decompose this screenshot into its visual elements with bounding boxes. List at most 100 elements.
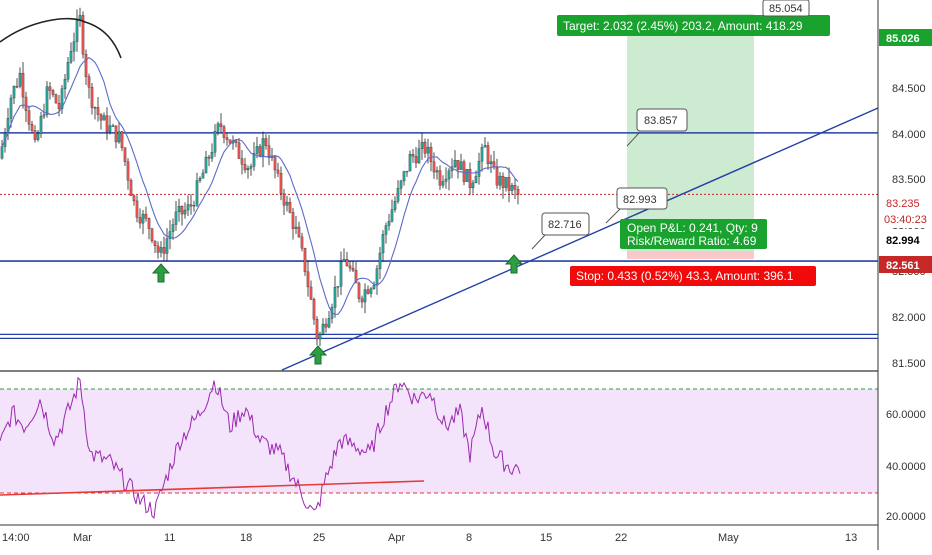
target-price-tag <box>879 29 932 46</box>
candle-body <box>186 204 190 211</box>
candle-body <box>312 299 316 320</box>
trade-target-callout[interactable]: 85.054 <box>762 0 810 17</box>
up-arrow-icon <box>504 254 524 274</box>
target-price-tag-text: 85.026 <box>886 33 920 45</box>
candle-body <box>111 125 115 127</box>
candle-body <box>423 141 427 154</box>
candle-body <box>366 289 370 294</box>
hand-drawn-arc[interactable] <box>0 17 122 59</box>
candle-body <box>288 201 292 213</box>
candle-body <box>30 124 34 131</box>
candle-body <box>402 171 406 182</box>
trade-stop-label[interactable]: Stop: 0.433 (0.52%) 43.3, Amount: 396.1 <box>570 266 816 286</box>
callout-text: 82.993 <box>623 194 657 206</box>
candle-body <box>240 158 244 165</box>
time-label: 18 <box>240 532 252 544</box>
rsi-axis[interactable]: 60.0000 40.0000 20.0000 <box>886 409 926 523</box>
trade-pnl-label[interactable]: Open P&L: 0.241, Qty: 9 Risk/Reward Rati… <box>620 219 767 249</box>
candle-body <box>180 206 184 215</box>
candle-body <box>63 79 67 89</box>
candle-body <box>162 247 166 254</box>
candle-body <box>195 180 199 206</box>
candle-body <box>228 139 232 144</box>
candle-body <box>81 15 85 55</box>
levels-layer <box>0 107 879 371</box>
candle-body <box>483 145 487 148</box>
up-arrow-marker[interactable] <box>308 345 328 365</box>
candle-body <box>507 177 511 191</box>
candle-body <box>252 153 256 167</box>
ma-layer <box>1 57 519 315</box>
candle-body <box>504 177 508 188</box>
time-label: 11 <box>164 532 175 544</box>
candle-body <box>339 261 343 287</box>
up-arrow-marker[interactable] <box>151 263 171 283</box>
candle-body <box>123 147 127 162</box>
candle-body <box>75 20 79 42</box>
time-label: 8 <box>466 532 472 544</box>
candle-body <box>18 72 22 87</box>
candle-body <box>201 172 205 179</box>
time-axis[interactable]: 14:00 Mar 11 18 25 Apr 8 15 22 May 13 <box>2 532 857 544</box>
rsi-tick: 60.0000 <box>886 409 926 421</box>
candle-body <box>15 86 19 88</box>
candle-body <box>237 142 241 159</box>
rsi-line <box>0 376 521 519</box>
candle-body <box>489 161 493 165</box>
candle-body <box>384 225 388 235</box>
callout-82716[interactable]: 82.716 <box>531 212 590 250</box>
candle-body <box>138 217 142 224</box>
candle-body <box>33 130 37 140</box>
price-tick: 84.500 <box>892 83 926 95</box>
pnl-label-line2: Risk/Reward Ratio: 4.69 <box>627 234 757 248</box>
candle-body <box>441 181 445 186</box>
callout-82993[interactable]: 82.993 <box>605 187 668 224</box>
callout-box <box>616 187 668 210</box>
candle-body <box>291 212 295 229</box>
callout-83857[interactable]: 83.857 <box>626 108 688 147</box>
candle-body <box>486 145 490 165</box>
rsi-layer <box>0 376 878 519</box>
candle-body <box>156 245 160 253</box>
candle-body <box>72 41 76 52</box>
price-axis[interactable]: 84.500 84.000 83.500 83.000 82.500 82.00… <box>892 83 926 370</box>
candle-body <box>66 62 70 80</box>
candle-body <box>294 226 298 229</box>
callout-text: 83.857 <box>644 115 678 127</box>
loss-zone[interactable] <box>627 251 754 259</box>
candle-body <box>279 173 283 194</box>
candle-body <box>438 170 442 186</box>
candle-body <box>387 221 391 226</box>
target-label-box <box>557 15 830 36</box>
candle-body <box>360 298 364 303</box>
candle-body <box>117 131 121 143</box>
candle-body <box>345 259 349 267</box>
candle-body <box>459 161 463 170</box>
candle-body <box>48 86 52 91</box>
candle-body <box>408 154 412 172</box>
candle-body <box>54 94 58 104</box>
candle-body <box>474 176 478 184</box>
trade-target-label[interactable]: Target: 2.032 (2.45%) 203.2, Amount: 418… <box>557 15 830 36</box>
callout-text: 82.716 <box>548 219 582 231</box>
candle-body <box>168 231 172 239</box>
stop-label-text: Stop: 0.433 (0.52%) 43.3, Amount: 396.1 <box>576 269 794 283</box>
callout-box <box>636 108 688 132</box>
time-label: 22 <box>615 532 627 544</box>
candle-body <box>96 107 100 115</box>
candle-body <box>348 265 352 269</box>
candle-body <box>399 180 403 189</box>
candle-body <box>243 164 247 171</box>
last-price-tag-text: 83.235 <box>886 198 920 210</box>
candle-body <box>432 161 436 173</box>
candle-body <box>303 248 307 272</box>
candle-body <box>150 228 154 242</box>
candle-body <box>381 234 385 254</box>
countdown-tag-text: 03:40:23 <box>884 214 927 226</box>
up-arrow-marker[interactable] <box>504 254 524 274</box>
candle-body <box>255 146 259 154</box>
candle-body <box>447 170 451 180</box>
candle-body <box>297 226 301 238</box>
target-callout-box <box>762 0 810 17</box>
